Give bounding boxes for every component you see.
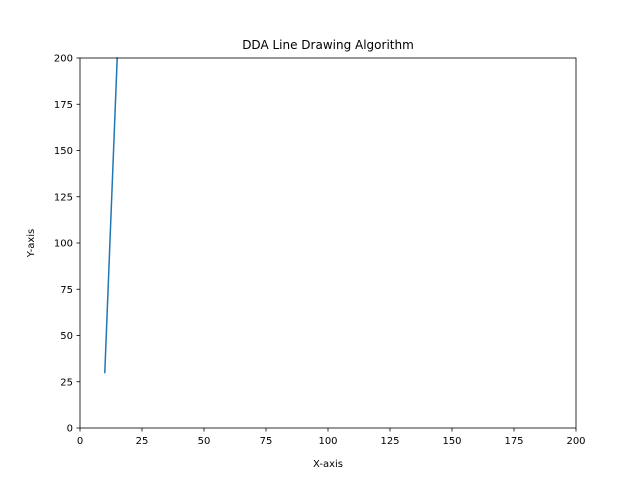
series-line-0 <box>104 57 118 374</box>
y-ticks: 0 25 50 75 100 125 150 175 200 <box>54 54 80 435</box>
x-tick-label: 200 <box>566 436 585 447</box>
x-tick-label: 175 <box>504 436 523 447</box>
x-tick-label: 75 <box>260 436 273 447</box>
y-tick-label: 150 <box>54 146 73 157</box>
x-ticks: 0 25 50 75 100 125 150 175 200 <box>77 428 586 447</box>
y-tick-label: 50 <box>60 331 73 342</box>
y-axis-label: Y-axis <box>26 229 37 259</box>
chart-title: DDA Line Drawing Algorithm <box>242 38 414 52</box>
x-tick-label: 50 <box>198 436 211 447</box>
x-axis-label: X-axis <box>313 459 343 470</box>
x-tick-label: 25 <box>136 436 149 447</box>
y-tick-label: 125 <box>54 192 73 203</box>
y-tick-label: 25 <box>60 377 73 388</box>
y-tick-label: 175 <box>54 100 73 111</box>
x-tick-label: 125 <box>380 436 399 447</box>
x-tick-label: 100 <box>318 436 337 447</box>
y-tick-label: 75 <box>60 285 73 296</box>
y-tick-label: 200 <box>54 54 73 65</box>
x-tick-label: 150 <box>442 436 461 447</box>
series-layer <box>104 57 118 374</box>
y-tick-label: 100 <box>54 239 73 250</box>
x-tick-label: 0 <box>77 436 83 447</box>
plot-area <box>80 58 576 428</box>
y-tick-label: 0 <box>67 424 73 435</box>
